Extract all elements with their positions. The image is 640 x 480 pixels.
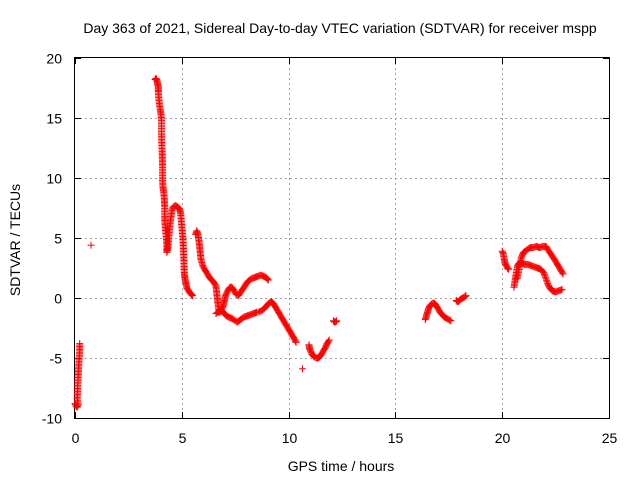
y-tick-label: 10 (46, 171, 62, 187)
x-tick-label: 0 (72, 430, 80, 446)
data-point (152, 75, 160, 83)
y-tick-label: 20 (46, 51, 62, 67)
data-point (187, 290, 195, 298)
y-tick-label: -10 (42, 411, 62, 427)
data-point (332, 318, 340, 326)
data-point (558, 269, 566, 277)
data-points (71, 74, 567, 411)
chart-title: Day 363 of 2021, Sidereal Day-to-day VTE… (83, 20, 596, 36)
data-point (543, 276, 551, 284)
data-point (543, 278, 551, 286)
data-point (324, 337, 332, 345)
data-point (332, 317, 340, 325)
data-point (333, 317, 341, 325)
data-point (541, 273, 549, 281)
axis-ticks: 0 5 10 15 20 25 -10 -5 0 5 10 15 20 (42, 51, 618, 447)
x-tick-label: 10 (282, 430, 298, 446)
data-point (188, 291, 196, 299)
data-point (505, 265, 513, 273)
data-point (540, 269, 548, 277)
data-point (292, 337, 300, 345)
data-point (264, 276, 272, 284)
data-point (263, 274, 271, 282)
data-point (504, 265, 512, 273)
x-axis-label: GPS time / hours (288, 458, 395, 474)
data-point (446, 316, 454, 324)
data-point (461, 292, 469, 300)
y-axis-label: SDTVAR / TECUs (7, 184, 23, 296)
data-point (542, 275, 550, 283)
data-point (264, 275, 272, 283)
x-tick-label: 20 (495, 430, 511, 446)
plot-border (74, 57, 610, 419)
data-point (87, 241, 95, 249)
data-point (558, 286, 566, 294)
data-point (73, 403, 81, 411)
data-point (504, 264, 512, 272)
data-point (548, 286, 556, 294)
gridlines (75, 58, 609, 418)
x-tick-label: 25 (602, 430, 618, 446)
x-tick-label: 15 (388, 430, 404, 446)
x-tick-label: 5 (179, 430, 187, 446)
data-point (559, 270, 567, 278)
data-point (292, 338, 300, 346)
data-point (188, 292, 196, 300)
y-tick-label: 5 (54, 231, 62, 247)
data-point (298, 365, 306, 373)
data-point (462, 292, 470, 300)
data-point (76, 340, 84, 348)
data-point (540, 270, 548, 278)
data-point (461, 293, 469, 301)
y-tick-label: 0 (54, 291, 62, 307)
y-tick-label: 15 (46, 111, 62, 127)
data-point (447, 317, 455, 325)
y-tick-label: -5 (50, 351, 63, 367)
data-point (541, 272, 549, 280)
data-point (325, 336, 333, 344)
